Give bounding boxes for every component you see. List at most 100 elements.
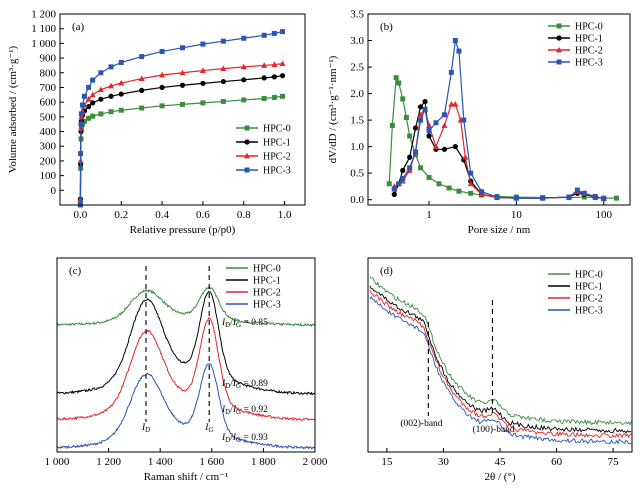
data-point bbox=[271, 61, 278, 67]
data-point bbox=[179, 82, 186, 88]
peak-label-main: I bbox=[141, 423, 146, 433]
data-point bbox=[412, 125, 419, 131]
data-point bbox=[108, 82, 115, 89]
data-point bbox=[396, 181, 402, 187]
series-line bbox=[369, 289, 632, 439]
ratio-value: = 0.85 bbox=[241, 318, 268, 328]
data-point bbox=[79, 102, 85, 108]
ratio-sub: G bbox=[236, 408, 241, 416]
data-point bbox=[448, 69, 454, 75]
data-point bbox=[462, 154, 469, 160]
ratio-slash: / bbox=[230, 318, 233, 328]
series-line bbox=[369, 285, 632, 434]
legend-marker bbox=[244, 125, 250, 131]
data-point bbox=[200, 41, 206, 47]
legend-label: HPC-0 bbox=[575, 270, 603, 281]
chart-d-frame bbox=[367, 257, 633, 453]
legend-marker bbox=[244, 167, 250, 173]
data-point bbox=[413, 152, 419, 158]
ratio-slash: / bbox=[230, 379, 233, 389]
data-point bbox=[441, 122, 448, 128]
data-point bbox=[279, 60, 286, 67]
legend-label: HPC-3 bbox=[263, 166, 291, 177]
data-point bbox=[159, 103, 165, 109]
data-point bbox=[179, 69, 186, 76]
x-tick-label: 1.0 bbox=[278, 209, 292, 221]
data-point bbox=[200, 80, 206, 86]
data-point bbox=[407, 133, 413, 139]
ratio-i: I bbox=[221, 318, 226, 328]
ratio-slash: / bbox=[230, 433, 233, 443]
ratio-i: I bbox=[232, 405, 237, 415]
ratio-i: I bbox=[221, 405, 226, 415]
series-line bbox=[79, 31, 283, 206]
data-point bbox=[82, 93, 87, 99]
ratio-i: I bbox=[221, 433, 226, 443]
ratio-i: I bbox=[232, 433, 237, 443]
data-point bbox=[118, 79, 125, 86]
data-point bbox=[180, 101, 185, 107]
chart-b-frame bbox=[367, 13, 631, 206]
x-axis-label: Relative pressure (p/p0) bbox=[130, 224, 236, 236]
y-tick-label: 3.5 bbox=[350, 9, 364, 21]
band-label: (100)-band bbox=[472, 424, 514, 435]
chart-a-frame bbox=[59, 13, 306, 206]
data-point bbox=[601, 196, 607, 202]
legend-marker bbox=[556, 35, 562, 41]
data-point bbox=[86, 84, 92, 90]
x-tick-label: 0.2 bbox=[114, 209, 128, 221]
data-point bbox=[391, 191, 397, 197]
data-point bbox=[261, 32, 267, 38]
ratio-sub: D bbox=[225, 382, 230, 390]
series-line bbox=[393, 103, 604, 200]
legend-label: HPC-3 bbox=[575, 58, 603, 69]
data-point bbox=[456, 188, 462, 194]
ratio-sub: D bbox=[225, 436, 230, 444]
y-tick-label: 1 100 bbox=[31, 23, 56, 35]
x-tick-label: 1 400 bbox=[148, 456, 173, 468]
x-tick-label: 0.0 bbox=[74, 209, 88, 221]
data-point bbox=[494, 194, 500, 200]
data-point bbox=[433, 120, 439, 126]
data-point bbox=[407, 165, 413, 171]
data-point bbox=[446, 185, 452, 191]
data-point bbox=[456, 48, 462, 54]
data-point bbox=[139, 105, 145, 111]
data-point bbox=[78, 121, 84, 127]
series-line bbox=[393, 100, 604, 200]
peak-label-sub: G bbox=[208, 426, 213, 434]
data-point bbox=[261, 62, 268, 68]
y-tick-label: 0.0 bbox=[350, 194, 364, 206]
ratio-i: I bbox=[232, 379, 237, 389]
series-line bbox=[369, 276, 632, 426]
data-point bbox=[386, 181, 392, 187]
y-tick-label: 2.0 bbox=[350, 88, 364, 100]
legend-label: HPC-1 bbox=[263, 138, 291, 149]
data-point bbox=[566, 194, 572, 200]
data-point bbox=[426, 174, 432, 180]
data-point bbox=[400, 96, 406, 102]
data-point bbox=[513, 195, 519, 201]
ratio-value: = 0.93 bbox=[241, 433, 268, 443]
data-point bbox=[389, 122, 395, 128]
panel-label: (d) bbox=[380, 265, 393, 277]
data-point bbox=[418, 117, 424, 123]
data-point bbox=[241, 77, 247, 83]
y-tick-label: 200 bbox=[40, 155, 57, 167]
data-point bbox=[417, 104, 424, 110]
data-point bbox=[422, 107, 428, 112]
y-tick-label: 500 bbox=[40, 111, 57, 123]
data-point bbox=[98, 96, 104, 102]
ratio-value: = 0.92 bbox=[241, 405, 268, 415]
ratio-sub: D bbox=[225, 408, 230, 416]
data-point bbox=[90, 77, 96, 83]
data-point bbox=[613, 195, 619, 201]
data-point bbox=[407, 154, 413, 160]
y-tick-label: 0 bbox=[51, 185, 57, 197]
y-tick-label: 2.5 bbox=[350, 62, 364, 74]
data-point bbox=[118, 59, 124, 65]
chart-c-frame bbox=[56, 257, 316, 453]
data-point bbox=[426, 133, 432, 139]
ratio-sub: G bbox=[236, 321, 241, 329]
data-point bbox=[461, 117, 467, 123]
